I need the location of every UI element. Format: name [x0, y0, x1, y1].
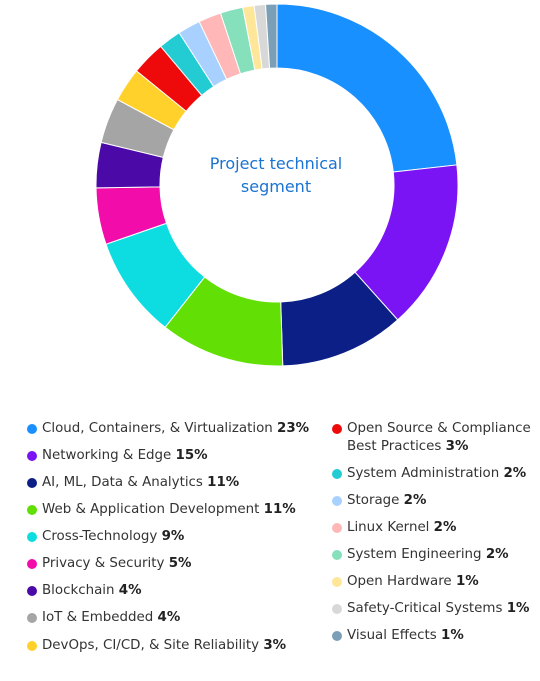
- legend-label: Blockchain: [42, 583, 115, 598]
- legend-swatch: [27, 478, 37, 488]
- legend-swatch: [332, 550, 342, 560]
- legend-swatch: [332, 469, 342, 479]
- legend-item: Blockchain 4%: [27, 582, 142, 600]
- legend-swatch: [27, 532, 37, 542]
- legend-label: AI, ML, Data & Analytics: [42, 475, 203, 490]
- legend-item: Safety-Critical Systems 1%: [332, 600, 530, 618]
- legend-label: Visual Effects: [347, 628, 437, 643]
- legend-label: Web & Application Development: [42, 502, 260, 517]
- legend-swatch: [27, 559, 37, 569]
- legend-percent: 2%: [433, 520, 457, 535]
- legend-percent: 4%: [157, 610, 181, 625]
- legend-item: Cross-Technology 9%: [27, 528, 185, 546]
- legend-percent: 23%: [277, 421, 310, 436]
- legend-percent: 15%: [175, 448, 208, 463]
- donut-slice-17: [264, 3, 278, 69]
- legend-percent: 11%: [263, 502, 296, 517]
- legend-label: Linux Kernel: [347, 520, 430, 535]
- legend-item: Open Source & Compliance Best Practices 3…: [332, 420, 531, 456]
- legend-label: Safety-Critical Systems: [347, 601, 503, 616]
- legend-label: DevOps, CI/CD, & Site Reliability: [42, 638, 260, 653]
- legend-swatch: [332, 631, 342, 641]
- legend-label: Open Hardware: [347, 574, 452, 589]
- legend-percent: 2%: [403, 493, 427, 508]
- legend-percent: 9%: [161, 529, 185, 544]
- legend-swatch: [27, 451, 37, 461]
- legend-item: Open Hardware 1%: [332, 573, 479, 591]
- legend-percent: 2%: [485, 547, 509, 562]
- legend-swatch: [27, 613, 37, 623]
- legend-swatch: [332, 577, 342, 587]
- legend-percent: 2%: [503, 466, 527, 481]
- legend-swatch: [27, 586, 37, 596]
- legend-label: Networking & Edge: [42, 448, 172, 463]
- legend-item: Privacy & Security 5%: [27, 555, 192, 573]
- legend-item: DevOps, CI/CD, & Site Reliability 3%: [27, 637, 287, 655]
- legend-item: Storage 2%: [332, 492, 427, 510]
- legend-label: Open Source & Compliance: [347, 421, 531, 436]
- legend-swatch: [332, 424, 342, 434]
- legend-label: Cross-Technology: [42, 529, 158, 544]
- legend-item: IoT & Embedded 4%: [27, 609, 181, 627]
- legend-swatch: [27, 424, 37, 434]
- legend-label: Best Practices 3%: [347, 439, 469, 454]
- donut-chart: [95, 3, 459, 367]
- legend-label: IoT & Embedded: [42, 610, 154, 625]
- legend-percent: 3%: [263, 638, 287, 653]
- legend-label: System Engineering: [347, 547, 482, 562]
- legend-label: System Administration: [347, 466, 500, 481]
- legend-item: Linux Kernel 2%: [332, 519, 457, 537]
- legend-percent: 1%: [506, 601, 530, 616]
- legend-item: System Administration 2%: [332, 465, 527, 483]
- chart-title: Project technical segment: [209, 154, 343, 196]
- legend-item: Networking & Edge 15%: [27, 447, 208, 465]
- legend-percent: 1%: [441, 628, 464, 643]
- legend-label: Cloud, Containers, & Virtualization: [42, 421, 273, 436]
- legend-item: Cloud, Containers, & Virtualization 23%: [27, 420, 310, 438]
- legend-swatch: [27, 641, 37, 651]
- legend-item: Visual Effects 1%: [332, 627, 464, 645]
- donut-slice-1: [276, 3, 458, 173]
- legend-swatch: [332, 523, 342, 533]
- legend-percent: 1%: [455, 574, 479, 589]
- legend-percent: 4%: [118, 583, 142, 598]
- legend-swatch: [332, 604, 342, 614]
- legend-swatch: [27, 505, 37, 515]
- legend-percent: 3%: [445, 439, 469, 454]
- legend-item: AI, ML, Data & Analytics 11%: [27, 474, 240, 492]
- legend-swatch: [332, 496, 342, 506]
- legend-item: System Engineering 2%: [332, 546, 509, 564]
- legend-label: Privacy & Security: [42, 556, 165, 571]
- legend-label: Storage: [347, 493, 400, 508]
- legend-percent: 5%: [168, 556, 192, 571]
- legend-percent: 11%: [207, 475, 240, 490]
- legend-item: Web & Application Development 11%: [27, 501, 296, 519]
